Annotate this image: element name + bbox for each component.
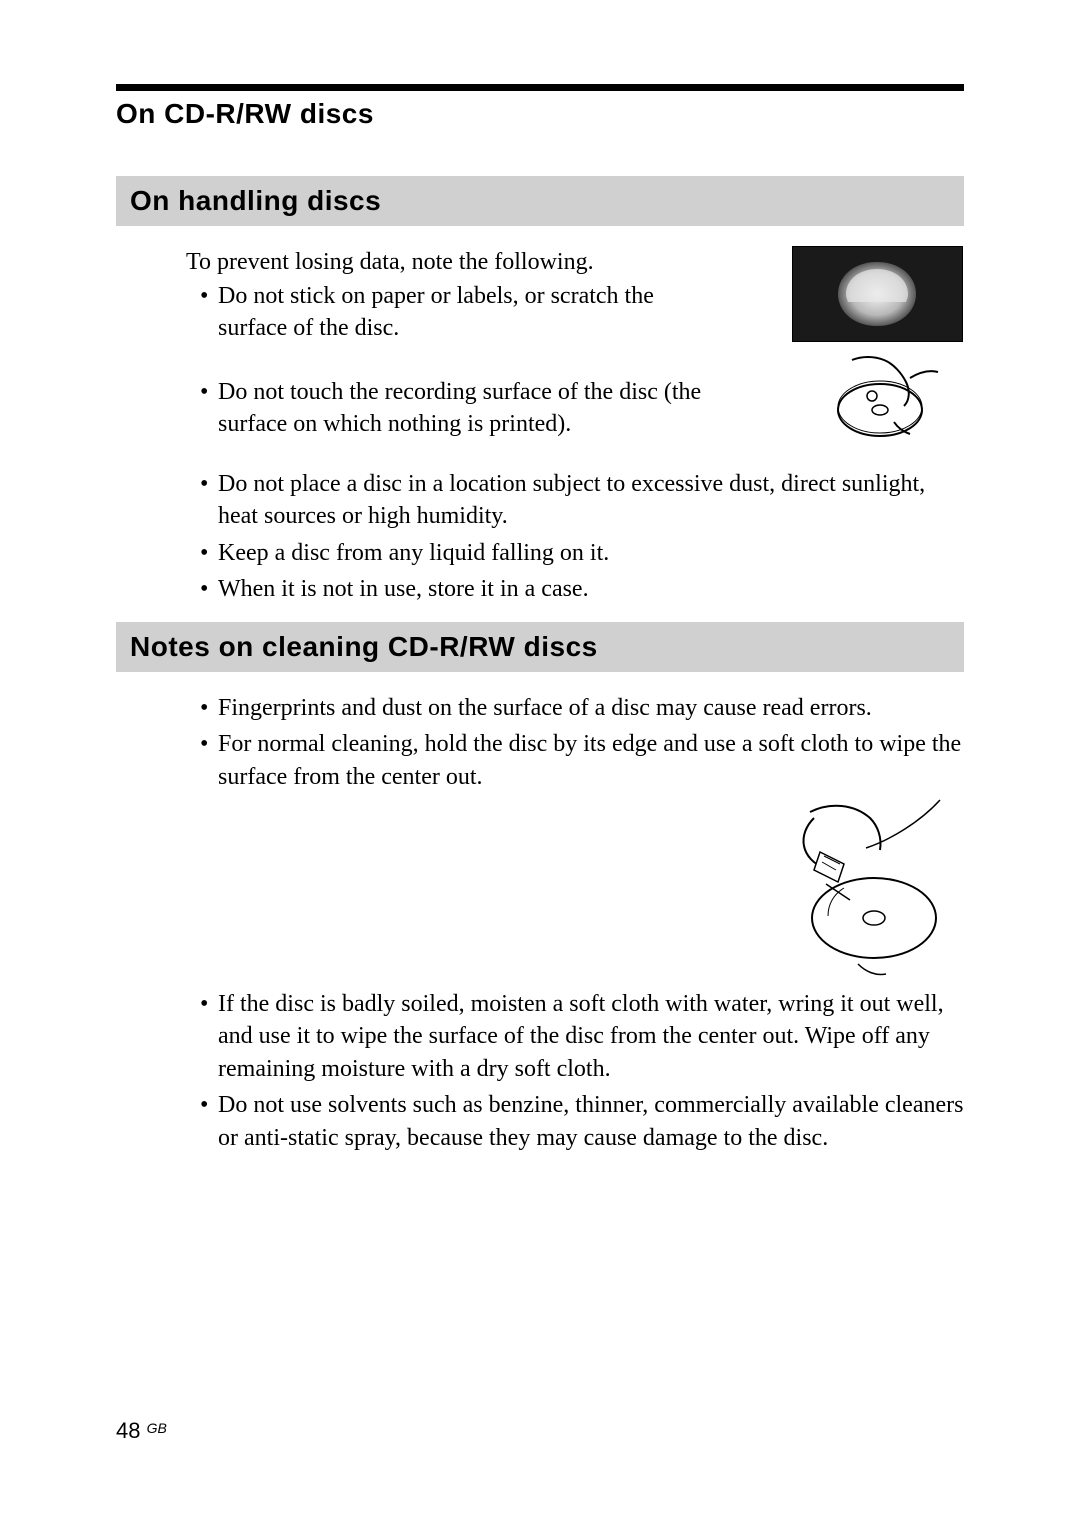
bullet-group-1c: Do not place a disc in a location subjec… [200, 468, 970, 610]
bullet-group-2a: Fingerprints and dust on the surface of … [200, 692, 970, 797]
page-number: 48 GB [116, 1418, 167, 1444]
page-lang-code: GB [147, 1420, 167, 1436]
manual-page: On CD-R/RW discs On handling discs To pr… [0, 0, 1080, 1529]
list-item: Do not use solvents such as benzine, thi… [200, 1089, 970, 1154]
list-item: Fingerprints and dust on the surface of … [200, 692, 970, 724]
section-title: Notes on cleaning CD-R/RW discs [116, 631, 598, 663]
list-item: Do not touch the recording surface of th… [200, 376, 710, 441]
page-number-value: 48 [116, 1418, 140, 1443]
list-item: Do not place a disc in a location subjec… [200, 468, 970, 533]
section-title: On handling discs [116, 185, 381, 217]
list-item: If the disc is badly soiled, moisten a s… [200, 988, 970, 1085]
section-heading-cleaning: Notes on cleaning CD-R/RW discs [116, 622, 964, 672]
intro-text: To prevent losing data, note the followi… [186, 246, 836, 278]
wipe-disc-illustration [770, 792, 970, 976]
bullet-group-1a: Do not stick on paper or labels, or scra… [200, 280, 710, 349]
bullet-group-1b: Do not touch the recording surface of th… [200, 376, 710, 445]
bullet-group-2b: If the disc is badly soiled, moisten a s… [200, 988, 970, 1158]
disc-surface-photo [792, 246, 963, 342]
list-item: When it is not in use, store it in a cas… [200, 573, 970, 605]
list-item: Do not stick on paper or labels, or scra… [200, 280, 710, 345]
section-heading-handling: On handling discs [116, 176, 964, 226]
top-rule [116, 84, 964, 91]
list-item: Keep a disc from any liquid falling on i… [200, 537, 970, 569]
hold-disc-edge-illustration [792, 352, 961, 442]
list-item: For normal cleaning, hold the disc by it… [200, 728, 970, 793]
page-heading: On CD-R/RW discs [116, 98, 374, 130]
